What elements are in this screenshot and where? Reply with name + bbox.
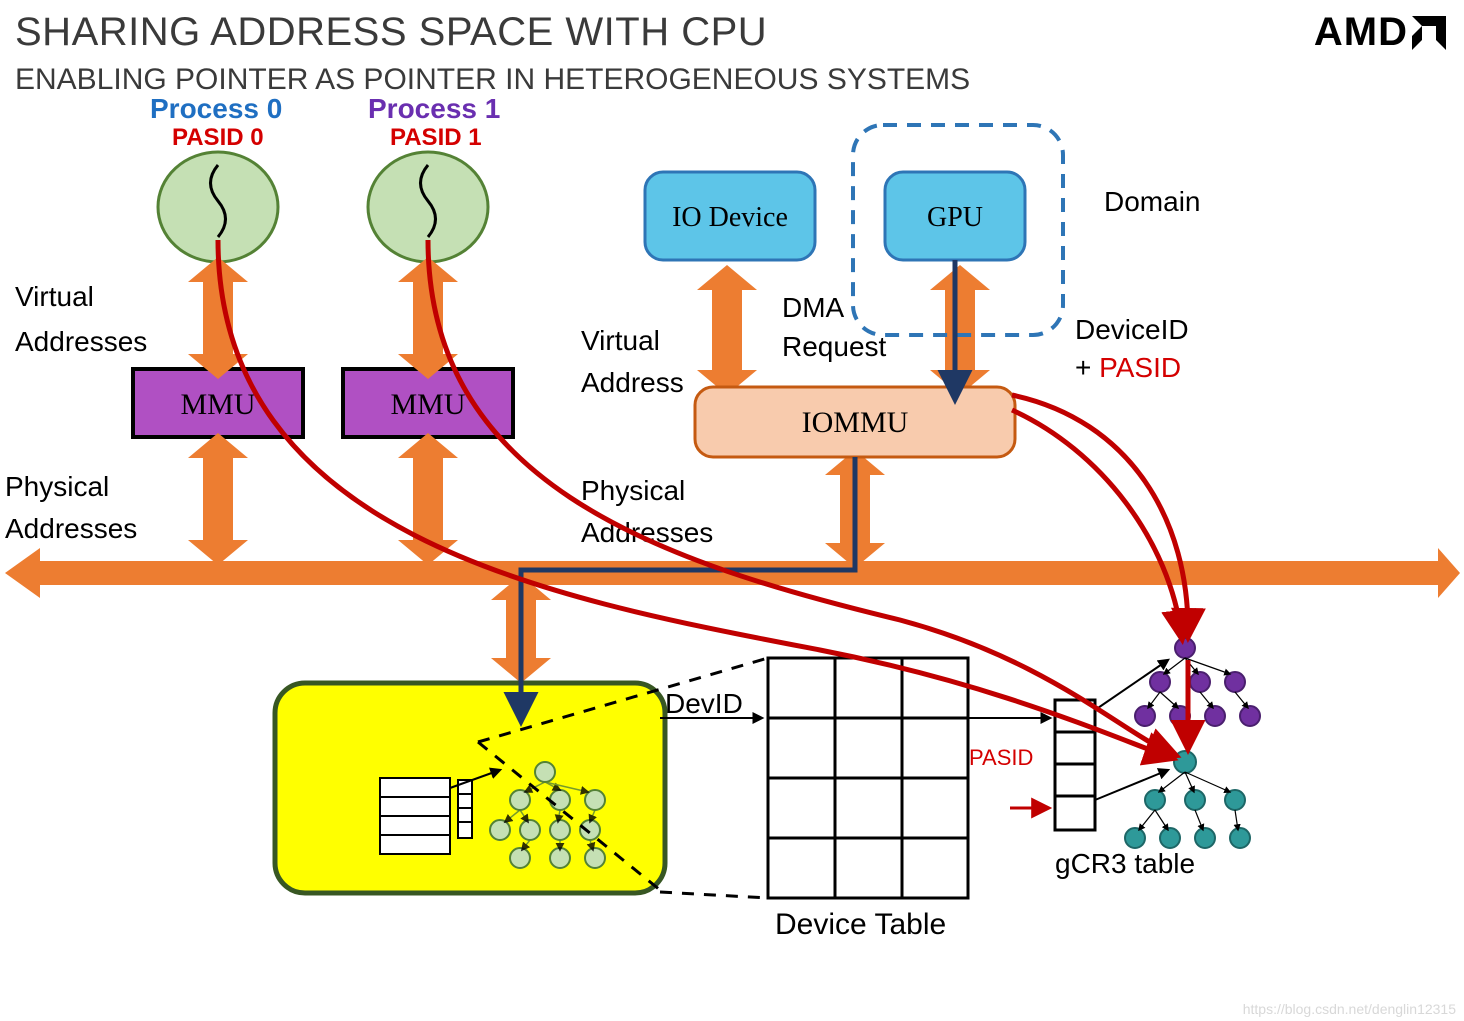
svg-text:IOMMU: IOMMU [802, 406, 909, 439]
process1-icon [368, 152, 488, 262]
page-subtitle: ENABLING POINTER AS POINTER IN HETEROGEN… [15, 63, 970, 97]
device-table-label: Device Table [775, 908, 946, 942]
process0-icon [158, 152, 278, 262]
domain-label: Domain [1104, 186, 1200, 218]
mmu0-box: MMU [133, 369, 303, 437]
deviceid-text: DeviceID [1075, 314, 1189, 345]
gcr3-to-purple-arrow [1095, 660, 1168, 710]
gpu-box: GPU [885, 172, 1025, 260]
physical-addresses-left-label: Physical Addresses [5, 466, 137, 550]
gcr3-label: gCR3 table [1055, 848, 1195, 880]
devid-label: DevID [665, 688, 743, 720]
pasid0-label: PASID 0 [172, 124, 264, 152]
diagram: MMU MMU IO Device GPU IOMMU [0, 0, 1464, 1021]
iommu-box: IOMMU [695, 387, 1015, 457]
amd-logo: AMD [1314, 10, 1446, 55]
pasid-small-label: PASID [969, 745, 1033, 771]
gcr3-to-teal-arrow [1095, 770, 1168, 800]
device-table-grid [768, 658, 968, 898]
pasid-red: PASID [1099, 352, 1181, 383]
process0-label: Process 0 [150, 93, 282, 125]
svg-text:MMU: MMU [180, 388, 255, 421]
mmu1-box: MMU [343, 369, 513, 437]
physical-addresses-mid-label: Physical Addresses [581, 470, 713, 554]
amd-text: AMD [1314, 10, 1408, 55]
process1-label: Process 1 [368, 93, 500, 125]
page-title: SHARING ADDRESS SPACE WITH CPU [15, 10, 767, 55]
io-device-box: IO Device [645, 172, 815, 260]
svg-text:GPU: GPU [927, 202, 983, 233]
memory-label: Memory [363, 717, 471, 751]
virtual-address-mid-label: Virtual Address [581, 320, 684, 404]
plus-pasid-label: + PASID [1075, 352, 1181, 384]
gcr3-table-stack [1055, 700, 1095, 830]
watermark: https://blog.csdn.net/denglin12315 [1243, 1001, 1456, 1017]
memory-inner-table [380, 778, 472, 854]
virtual-addresses-left-label: Virtual Addresses [15, 275, 147, 365]
purple-tree-icon [1135, 638, 1260, 726]
svg-text:MMU: MMU [390, 388, 465, 421]
dma-request-label: DMA Request [782, 288, 886, 366]
system-bus [5, 548, 1460, 598]
plus-sign: + [1075, 352, 1099, 383]
teal-tree-icon [1125, 751, 1250, 848]
memory-tree-icon [490, 762, 605, 868]
svg-text:IO Device: IO Device [672, 202, 788, 233]
memory-box [275, 683, 665, 893]
deviceid-label: DeviceID [1075, 314, 1189, 346]
amd-arrow-icon [1412, 16, 1446, 50]
pasid1-label: PASID 1 [390, 124, 482, 152]
